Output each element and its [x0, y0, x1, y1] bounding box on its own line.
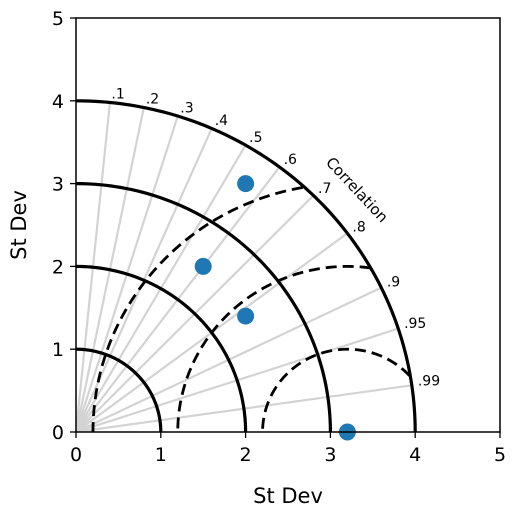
correlation-tick-label: .95	[404, 316, 426, 332]
x-tick-label: 3	[324, 444, 336, 466]
plot-frame	[75, 17, 501, 433]
correlation-tick-label: .2	[146, 92, 159, 108]
y-axis-ticks: 0 1 2 3 4 5	[52, 8, 76, 444]
y-tick-label: 0	[52, 422, 64, 444]
y-tick-label: 2	[52, 256, 64, 278]
std-dev-arc	[76, 182, 332, 432]
x-tick-label: 4	[409, 444, 421, 466]
data-points	[194, 175, 356, 441]
data-point	[194, 257, 212, 275]
correlation-tick-label: .8	[352, 219, 365, 235]
correlation-tick-label: .7	[318, 181, 331, 197]
correlation-tick-label: .3	[180, 100, 193, 116]
y-tick-label: 1	[52, 339, 64, 361]
std-dev-arc	[76, 264, 248, 432]
x-axis-ticks: 0 1 2 3 4 5	[70, 432, 506, 466]
y-tick-label: 3	[52, 174, 64, 196]
x-tick-label: 1	[155, 444, 167, 466]
rms-arc	[176, 264, 371, 432]
correlation-tick-label: .9	[387, 274, 400, 290]
std-dev-arc	[76, 347, 163, 432]
correlation-tick-label: .99	[418, 374, 440, 390]
y-tick-label: 4	[52, 91, 64, 113]
x-tick-label: 2	[240, 444, 252, 466]
y-tick-label: 5	[52, 8, 64, 30]
rms-arc	[91, 186, 303, 432]
x-axis-title: St Dev	[253, 484, 323, 508]
x-tick-label: 5	[494, 444, 506, 466]
x-tick-label: 0	[70, 444, 82, 466]
std-dev-arc	[76, 99, 417, 432]
data-point	[237, 175, 255, 193]
std-dev-arcs	[76, 99, 417, 432]
y-axis-title: St Dev	[7, 190, 31, 260]
rms-arcs	[91, 186, 411, 432]
data-point	[237, 307, 255, 325]
correlation-tick-label: .5	[249, 130, 262, 146]
correlation-tick-label: .1	[111, 87, 124, 103]
correlation-tick-label: .6	[284, 152, 297, 168]
correlation-tick-label: .4	[215, 113, 228, 129]
correlation-tick-labels: .1 .2 .3 .4 .5 .6 .7 .8 .9 .95 .99	[111, 87, 440, 390]
